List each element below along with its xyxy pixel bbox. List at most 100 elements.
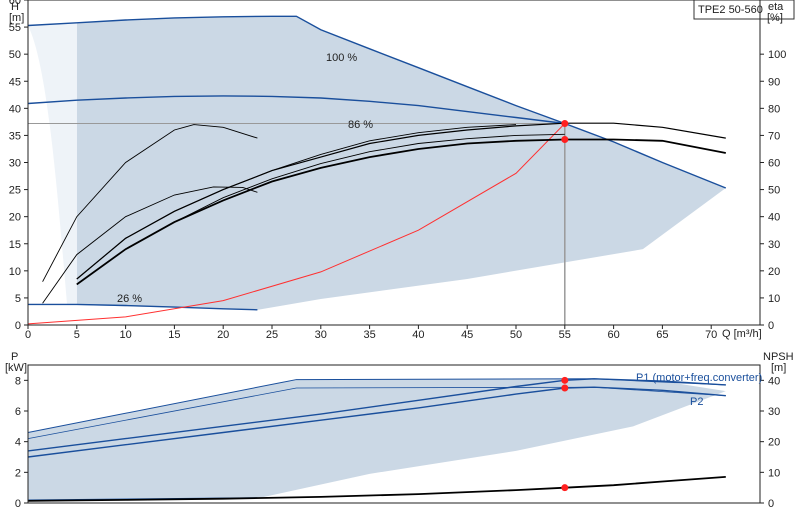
eta-low-speed-2 xyxy=(42,186,258,304)
eta-low-speed-1 xyxy=(42,124,258,282)
head-axis-title: H xyxy=(11,1,19,13)
speed-label-100: 100 % xyxy=(326,52,357,64)
curve-npsh xyxy=(27,476,726,502)
x-tick-label: 45 xyxy=(461,329,473,341)
power-operating-point-1 xyxy=(561,376,569,384)
npsh-y-ticks: 0 10 20 30 40 xyxy=(760,375,780,510)
operating-point-eta-marker xyxy=(561,135,569,143)
x-tick-label: 5 xyxy=(74,329,80,341)
eta-tick-label: 90 xyxy=(768,76,780,88)
head-tick-label: 55 xyxy=(9,22,21,34)
eta-tick-label: 70 xyxy=(768,130,780,142)
speed-label-86: 86 % xyxy=(348,119,373,131)
model-label-frame xyxy=(693,0,795,20)
model-label-box: TPE2 50-560 xyxy=(693,0,795,20)
head-y-ticks: 0 5 10 15 20 25 30 35 40 45 50 55 60 xyxy=(9,0,28,332)
npsh-axis-title: NPSH xyxy=(763,351,794,363)
top-x-ticks: 0 5 10 15 20 25 30 35 40 45 50 55 60 65 70 xyxy=(25,325,717,341)
top-curves xyxy=(27,15,727,325)
x-tick-label: 65 xyxy=(656,329,668,341)
power-tick-label: 0 xyxy=(15,498,21,510)
power-tick-label: 8 xyxy=(15,375,21,387)
operating-point-head-marker xyxy=(561,120,569,127)
x-tick-label: 35 xyxy=(363,329,375,341)
x-tick-label: 50 xyxy=(510,329,522,341)
power-axis-unit: [kW] xyxy=(5,362,27,374)
head-tick-label: 5 xyxy=(15,293,21,305)
x-tick-label: 40 xyxy=(412,329,424,341)
power-operating-point-2 xyxy=(561,384,569,392)
npsh-tick-label: 30 xyxy=(768,406,780,418)
x-tick-label: 30 xyxy=(315,329,327,341)
head-tick-label: 30 xyxy=(9,158,21,170)
power-tick-label: 6 xyxy=(15,406,21,418)
x-tick-label: 55 xyxy=(559,329,571,341)
operating-range-fill xyxy=(28,16,726,310)
eta-tick-label: 60 xyxy=(768,158,780,170)
head-tick-label: 25 xyxy=(9,185,21,197)
eta-y-ticks: 0 10 20 30 40 50 60 70 80 90 100 xyxy=(760,49,786,332)
low-flow-region xyxy=(28,22,77,305)
model-label: TPE2 50-560 xyxy=(698,4,763,16)
x-tick-label: 25 xyxy=(266,329,278,341)
npsh-axis-unit: [m] xyxy=(771,362,786,374)
power-axis-title: P xyxy=(11,351,18,363)
eta-tick-label: 30 xyxy=(768,239,780,251)
eta-tick-label: 10 xyxy=(768,293,780,305)
power-tick-label: 4 xyxy=(15,437,21,449)
x-tick-label: 60 xyxy=(607,329,619,341)
x-tick-label: 0 xyxy=(25,329,31,341)
power-tick-label: 2 xyxy=(15,467,21,479)
power-operating-point-3 xyxy=(561,484,569,492)
head-axis-unit: [m] xyxy=(9,12,24,24)
flow-axis-title: Q [m³/h] xyxy=(722,328,762,340)
head-tick-label: 60 xyxy=(9,0,21,7)
eta-tick-label: 100 xyxy=(768,49,786,61)
eta-tick-label: 40 xyxy=(768,212,780,224)
p1-label: P1 (motor+freq.converter) xyxy=(636,372,762,384)
power-range-area xyxy=(28,378,726,501)
eta-tick-label: 20 xyxy=(768,266,780,278)
head-tick-label: 35 xyxy=(9,130,21,142)
p2-label: P2 xyxy=(690,396,703,408)
head-tick-label: 0 xyxy=(15,320,21,332)
curve-p1-motor-freq-converter xyxy=(27,378,726,452)
curve-86 xyxy=(27,95,565,125)
top-markers xyxy=(561,120,569,143)
head-tick-label: 40 xyxy=(9,103,21,115)
bottom-plot-frame xyxy=(27,364,761,504)
head-tick-label: 15 xyxy=(9,239,21,251)
eta-tick-label: 50 xyxy=(768,185,780,197)
power-npsh-panel: 0 2 4 6 8 0 10 20 30 40 P [kW] NPSH [m] P1 (moto… xyxy=(5,351,794,510)
p1-envelope-line xyxy=(27,378,726,433)
x-tick-label: 20 xyxy=(217,329,229,341)
x-tick-label: 15 xyxy=(168,329,180,341)
npsh-tick-label: 20 xyxy=(768,437,780,449)
eta-axis-title: eta xyxy=(768,1,784,13)
npsh-tick-label: 10 xyxy=(768,467,780,479)
head-tick-label: 50 xyxy=(9,49,21,61)
curve-p2 xyxy=(27,386,726,458)
head-tick-label: 45 xyxy=(9,76,21,88)
operating-range-area xyxy=(28,16,726,310)
eta-low-speed-3 xyxy=(76,133,565,285)
bottom-curves xyxy=(27,378,726,502)
x-tick-label: 70 xyxy=(705,329,717,341)
curve-26 xyxy=(28,303,258,311)
eta-axis-unit: [%] xyxy=(767,12,783,24)
eta-tick-label: 80 xyxy=(768,103,780,115)
eta-tick-label: 0 xyxy=(768,320,774,332)
eta-low-speed-4 xyxy=(76,124,517,280)
power-range-fill xyxy=(28,378,726,501)
curve-100 xyxy=(27,15,727,189)
speed-label-26: 26 % xyxy=(117,293,142,305)
p2-envelope-line xyxy=(27,386,726,439)
bottom-markers xyxy=(561,376,569,492)
power-y-ticks: 0 2 4 6 8 xyxy=(15,375,28,510)
head-tick-label: 20 xyxy=(9,212,21,224)
x-tick-label: 10 xyxy=(119,329,131,341)
head-tick-label: 10 xyxy=(9,266,21,278)
npsh-tick-label: 0 xyxy=(768,498,774,510)
npsh-tick-label: 40 xyxy=(768,375,780,387)
